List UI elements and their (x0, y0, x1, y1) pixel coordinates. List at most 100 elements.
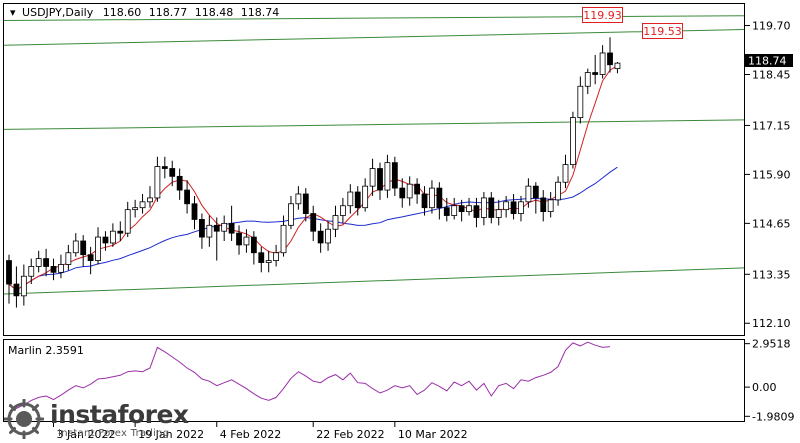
price-tick-label: 114.65 (752, 217, 791, 230)
candle-body (332, 215, 339, 230)
candle-body (584, 72, 591, 87)
price-tick-label: 115.90 (752, 168, 791, 181)
price-tick-label: 113.35 (752, 268, 791, 281)
candle-body (6, 260, 12, 285)
candle-body (377, 168, 383, 191)
candle-body (555, 181, 561, 201)
current-price-box (745, 54, 793, 67)
date-tick-label: 3 Jan 2022 (57, 428, 116, 441)
candle-body (265, 260, 272, 263)
trend-line-2 (3, 29, 745, 46)
candle-body (429, 187, 435, 209)
candle-body (414, 183, 421, 195)
candle-body (228, 222, 235, 234)
candle-body (199, 219, 205, 238)
candle-body (50, 266, 57, 273)
candle-body (273, 252, 280, 261)
candle-body (191, 203, 198, 220)
candle-body (406, 183, 413, 199)
candlesticks (6, 37, 621, 308)
candle-body (147, 197, 153, 203)
candle-body (13, 283, 20, 297)
price-tick-label: 117.15 (752, 119, 791, 132)
indicator-title: Marlin 2.3591 (8, 344, 84, 357)
candle-body (570, 117, 576, 166)
candle-body (206, 224, 213, 238)
date-tick-label: 22 Feb 2022 (316, 428, 384, 441)
price-axis: 119.70 118.45 117.15 115.90 114.65 113.35 112.… (745, 20, 791, 330)
candle-body (139, 201, 146, 209)
price-tick-label: 119.70 (752, 20, 791, 33)
indicator-tick-label: -1.9809 (752, 410, 794, 423)
candle-body (302, 193, 309, 214)
indicator-axis: 2.9518 0.00 -1.9809 (745, 338, 794, 423)
candle-body (480, 197, 487, 218)
candle-body (503, 201, 510, 211)
candle-body (102, 236, 109, 244)
candle-body (347, 191, 354, 207)
candle-body (117, 230, 124, 234)
candle-body (243, 236, 250, 246)
candle-body (599, 52, 606, 75)
candle-body (80, 240, 87, 256)
candle-body (213, 224, 220, 232)
logo-wordmark: instaforex (50, 400, 189, 429)
candle-body (339, 205, 346, 216)
candle-body (28, 266, 35, 277)
high-value: 118.77 (149, 6, 188, 19)
candle-body (35, 258, 42, 267)
candle-body (250, 236, 257, 254)
low-value: 118.48 (195, 6, 234, 19)
candle-body (65, 252, 72, 265)
close-value: 118.74 (241, 6, 280, 19)
candle-body (258, 252, 265, 263)
date-tick-label: 4 Feb 2022 (220, 428, 281, 441)
logo-tagline: Instant Forex Trading (58, 428, 170, 439)
candle-body (280, 224, 287, 254)
candle-body (369, 168, 376, 187)
date-axis: 3 Jan 2022 19 Jan 2022 4 Feb 2022 22 Feb 20… (53, 422, 468, 441)
candle-body (495, 209, 502, 218)
candle-body (95, 236, 101, 261)
trend-line-3 (3, 119, 745, 130)
candle-body (161, 166, 168, 169)
candle-body (466, 205, 472, 213)
candle-body (473, 205, 480, 218)
candle-body (317, 230, 324, 244)
candle-body (592, 72, 599, 75)
candle-body (184, 189, 190, 205)
candle-body (169, 168, 176, 177)
candle-body (354, 191, 361, 209)
candle-body (614, 62, 621, 70)
candle-body (295, 193, 302, 205)
candle-body (458, 205, 465, 213)
instaforex-logo: instaforex Instant Forex Trading (0, 398, 200, 443)
candle-body (547, 199, 554, 213)
level-label-box-1 (582, 7, 623, 23)
candle-body (43, 258, 49, 267)
candle-body (436, 187, 443, 209)
candle-body (109, 230, 116, 244)
candle-body (518, 201, 524, 214)
level-label-2: 119.53 (643, 25, 682, 38)
symbol-timeframe: USDJPY,Daily (22, 6, 94, 19)
instaforex-icon (4, 399, 44, 439)
open-value: 118.60 (103, 6, 142, 19)
candle-body (443, 207, 450, 216)
current-price-label: 118.74 (748, 55, 787, 68)
price-tick-label: 118.45 (752, 69, 791, 82)
candle-body (288, 203, 294, 226)
candle-body (124, 209, 131, 234)
date-tick-label: 19 Jan 2022 (138, 428, 204, 441)
candle-body (221, 222, 228, 232)
candle-body (87, 254, 94, 261)
indicator-tick-label: 0.00 (752, 381, 777, 394)
trend-line-4 (3, 267, 745, 295)
candle-body (488, 197, 495, 218)
indicator-line (8, 341, 611, 410)
candle-body (72, 240, 79, 254)
candle-body (154, 166, 161, 199)
candle-body (525, 185, 532, 203)
